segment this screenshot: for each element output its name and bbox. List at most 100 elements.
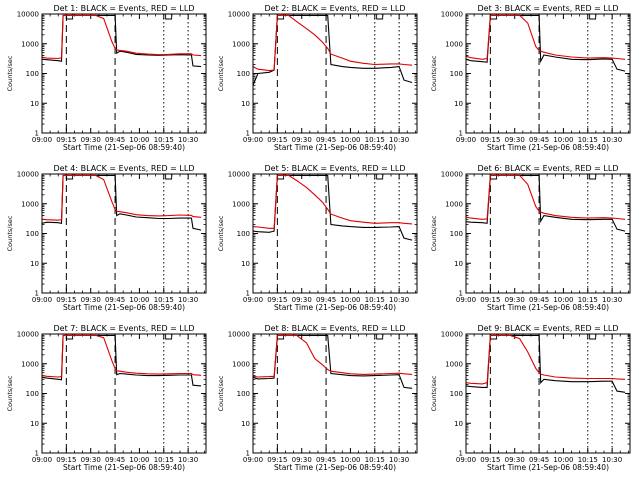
y-tick-label: 1000	[445, 200, 463, 208]
lld-series-line	[42, 174, 202, 221]
plot-frame	[252, 173, 418, 294]
y-axis-label: Counts/sec	[6, 55, 14, 91]
y-tick-label: 10	[30, 420, 39, 428]
x-axis-label: Start Time (21-Sep-06 08:59:40)	[487, 143, 609, 152]
y-tick-label: 100	[26, 230, 39, 238]
x-tick-label: 10:15	[154, 296, 174, 304]
y-tick-label: 1	[35, 290, 39, 298]
y-tick-label: 1	[246, 290, 250, 298]
y-tick-label: 1	[459, 290, 463, 298]
plot-frame	[252, 13, 418, 134]
x-tick-label: 10:30	[178, 296, 198, 304]
x-tick-label: 09:15	[267, 456, 287, 464]
x-tick-label: 09:45	[316, 136, 336, 144]
y-tick-label: 10	[30, 100, 39, 108]
x-tick-label: 09:45	[529, 136, 549, 144]
y-tick-label: 10000	[441, 171, 463, 179]
x-axis-label: Start Time (21-Sep-06 08:59:40)	[274, 143, 396, 152]
lld-series-line	[42, 334, 202, 378]
attenuator-mark	[376, 174, 384, 180]
lld-series-line	[466, 174, 626, 220]
y-tick-label: 10	[241, 100, 250, 108]
lld-series-line	[253, 14, 413, 72]
y-tick-label: 1000	[445, 40, 463, 48]
y-tick-label: 1	[459, 130, 463, 138]
x-axis-label: Start Time (21-Sep-06 08:59:40)	[63, 463, 185, 472]
x-tick-label: 10:00	[553, 136, 573, 144]
panel-title: Det 7: BLACK = Events, RED = LLD	[54, 324, 195, 333]
y-axis-label: Counts/sec	[430, 375, 438, 411]
y-axis-label: Counts/sec	[217, 215, 225, 251]
y-tick-label: 100	[450, 70, 463, 78]
x-tick-label: 10:15	[154, 456, 174, 464]
y-tick-label: 10000	[441, 331, 463, 339]
x-tick-label: 09:45	[316, 296, 336, 304]
attenuator-mark	[376, 334, 384, 340]
y-tick-label: 10000	[228, 331, 250, 339]
attenuator-mark	[66, 334, 74, 340]
panel-title: Det 5: BLACK = Events, RED = LLD	[265, 164, 406, 173]
x-tick-label: 10:00	[340, 136, 360, 144]
panel-det-4: Det 4: BLACK = Events, RED = LLD 1 10 100 10…	[6, 164, 207, 312]
x-tick-label: 10:15	[365, 296, 385, 304]
y-tick-label: 10	[30, 260, 39, 268]
x-tick-label: 10:00	[129, 296, 149, 304]
y-tick-label: 100	[26, 70, 39, 78]
x-tick-label: 09:45	[316, 456, 336, 464]
x-tick-label: 09:30	[81, 296, 101, 304]
attenuator-mark	[589, 14, 597, 20]
plot-frame	[465, 173, 631, 294]
x-tick-label: 10:15	[578, 136, 598, 144]
x-tick-label: 10:30	[389, 456, 409, 464]
x-tick-label: 09:30	[505, 296, 525, 304]
x-tick-label: 10:30	[389, 296, 409, 304]
attenuator-mark	[277, 174, 285, 180]
x-tick-label: 09:00	[32, 296, 52, 304]
x-tick-label: 09:15	[267, 296, 287, 304]
y-tick-label: 10	[454, 100, 463, 108]
attenuator-mark	[277, 14, 285, 20]
x-tick-label: 09:30	[505, 456, 525, 464]
x-tick-label: 10:30	[178, 456, 198, 464]
y-tick-label: 1000	[232, 200, 250, 208]
attenuator-mark	[589, 174, 597, 180]
x-tick-label: 09:00	[456, 456, 476, 464]
x-tick-label: 09:45	[529, 296, 549, 304]
attenuator-mark	[277, 334, 285, 340]
y-tick-label: 1	[35, 130, 39, 138]
x-tick-label: 09:15	[56, 136, 76, 144]
x-tick-label: 09:15	[56, 296, 76, 304]
attenuator-mark	[66, 14, 74, 20]
y-tick-label: 100	[26, 390, 39, 398]
panel-title: Det 8: BLACK = Events, RED = LLD	[265, 324, 406, 333]
panel-title: Det 4: BLACK = Events, RED = LLD	[54, 164, 195, 173]
x-tick-label: 10:15	[578, 296, 598, 304]
x-tick-label: 09:45	[105, 136, 125, 144]
y-tick-label: 1000	[232, 360, 250, 368]
x-tick-label: 09:15	[480, 456, 500, 464]
y-tick-label: 10000	[17, 331, 39, 339]
x-tick-label: 10:00	[129, 136, 149, 144]
x-axis-label: Start Time (21-Sep-06 08:59:40)	[274, 463, 396, 472]
panel-det-1: Det 1: BLACK = Events, RED = LLD 1 10 100 10…	[6, 4, 207, 152]
y-axis-label: Counts/sec	[430, 55, 438, 91]
x-tick-label: 10:00	[340, 296, 360, 304]
plot-frame	[465, 333, 631, 454]
y-tick-label: 10	[241, 260, 250, 268]
y-tick-label: 1	[459, 450, 463, 458]
y-tick-label: 10000	[17, 171, 39, 179]
y-axis-label: Counts/sec	[217, 55, 225, 91]
x-tick-label: 09:30	[81, 136, 101, 144]
x-tick-label: 10:30	[178, 136, 198, 144]
x-tick-label: 09:00	[243, 456, 263, 464]
attenuator-mark	[490, 174, 498, 180]
x-tick-label: 10:15	[365, 136, 385, 144]
panel-det-7: Det 7: BLACK = Events, RED = LLD 1 10 100 10…	[6, 324, 207, 472]
x-tick-label: 10:15	[154, 136, 174, 144]
x-tick-label: 09:30	[505, 136, 525, 144]
x-tick-label: 10:00	[553, 296, 573, 304]
panel-det-2: Det 2: BLACK = Events, RED = LLD 1 10 100 10…	[217, 4, 418, 152]
y-tick-label: 10	[454, 260, 463, 268]
plot-frame	[252, 333, 418, 454]
